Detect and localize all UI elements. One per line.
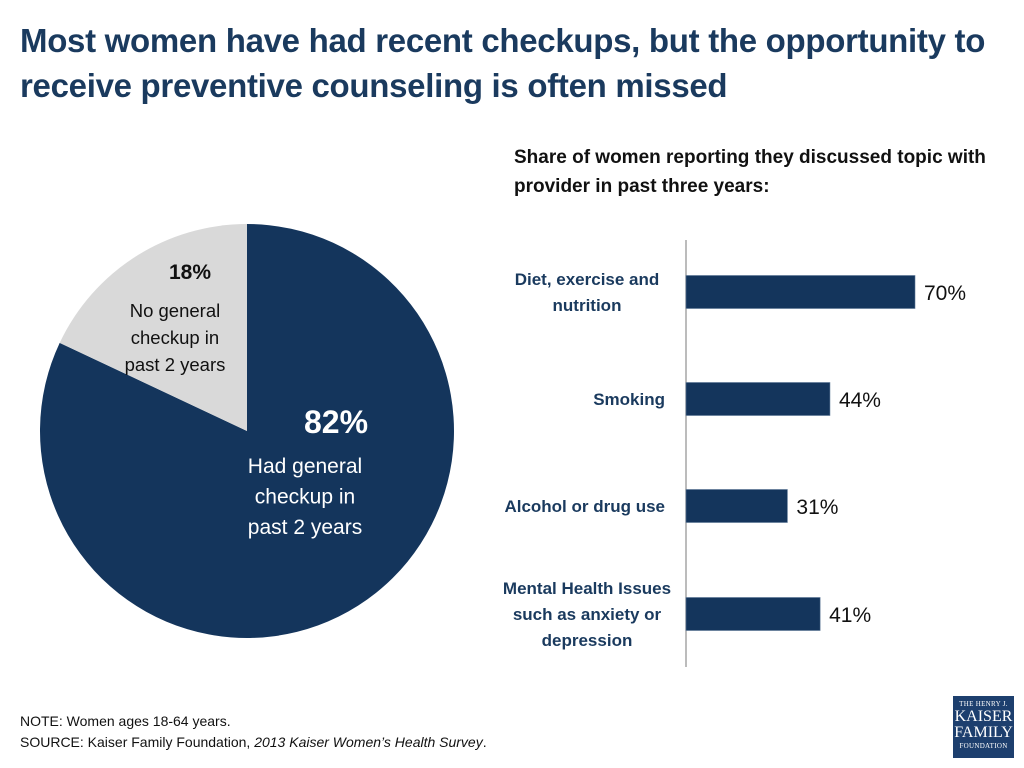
pie-value-label-0: 82% [304,404,368,440]
footer: NOTE: Women ages 18-64 years. SOURCE: Ka… [20,711,487,753]
kff-logo: THE HENRY J. KAISER FAMILY FOUNDATION [953,696,1014,758]
logo-line-3: FAMILY [954,724,1013,741]
footer-source-suffix: . [482,734,487,750]
pie-category-label-1: checkup in [131,327,219,348]
bar-category-label-0: nutrition [553,296,622,315]
pie-value-label-1: 18% [169,261,211,284]
bar-value-label-0: 70% [924,282,966,305]
bar-category-label-3: such as anxiety or [513,605,662,624]
bar-1 [685,382,831,416]
bar-chart: 70% Diet, exercise and nutrition 44% Smoking… [503,240,966,667]
bar-value-label-2: 31% [796,496,838,519]
bar-category-label-1: Smoking [593,390,665,409]
footer-source: SOURCE: Kaiser Family Foundation, 2013 K… [20,732,487,753]
logo-line-2: KAISER [954,708,1013,725]
slide-title: Most women have had recent checkups, but… [20,22,986,104]
bar-3 [685,597,821,631]
logo-line-1: THE HENRY J. [959,700,1008,708]
footer-note: NOTE: Women ages 18-64 years. [20,713,231,729]
pie-slice-1 [59,224,247,431]
pie-chart: 82% Had general checkup in past 2 years 18% N… [39,224,454,638]
bar-category-label-3: Mental Health Issues [503,579,671,598]
footer-source-title: 2013 Kaiser Women’s Health Survey [254,734,483,750]
bar-0 [685,275,916,309]
footer-source-prefix: SOURCE: Kaiser Family Foundation, [20,734,255,750]
logo-line-4: FOUNDATION [959,742,1008,750]
pie-slice-0 [39,224,454,638]
bar-chart-title: Share of women reporting they discussed … [514,147,986,197]
bar-value-label-3: 41% [829,604,871,627]
bar-category-label-3: depression [542,631,633,650]
pie-category-label-1: No general [130,300,221,321]
bar-2 [685,489,788,523]
pie-category-label-0: checkup in [255,486,355,509]
bar-category-label-0: Diet, exercise and [515,270,660,289]
pie-category-label-1: past 2 years [125,354,226,375]
bar-value-label-1: 44% [839,389,881,412]
pie-category-label-0: past 2 years [248,516,362,539]
bar-category-label-2: Alcohol or drug use [504,497,665,516]
pie-category-label-0: Had general [248,455,362,478]
